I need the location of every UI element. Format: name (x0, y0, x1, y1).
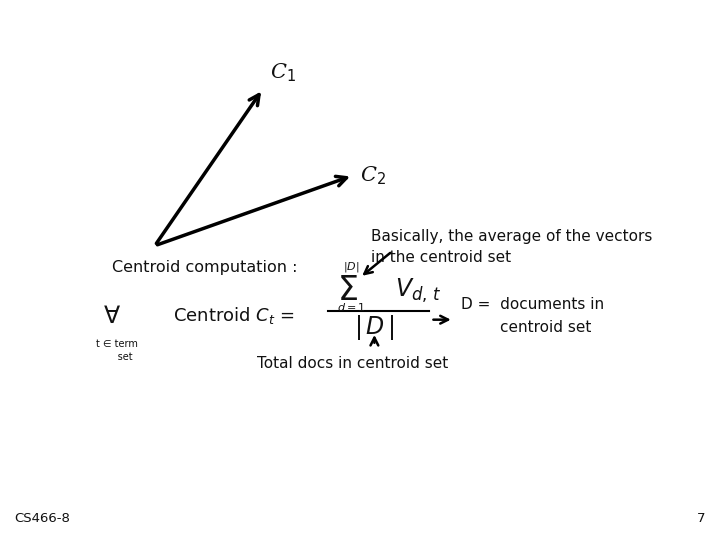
Text: $|\,D\,|$: $|\,D\,|$ (354, 313, 395, 342)
Text: C$_1$: C$_1$ (270, 61, 296, 84)
Text: $\Sigma$: $\Sigma$ (337, 274, 357, 307)
Text: $V_{d,\,t}$: $V_{d,\,t}$ (395, 276, 441, 305)
Text: CS466-8: CS466-8 (14, 512, 71, 525)
Text: C$_2$: C$_2$ (360, 164, 386, 187)
Text: t ∈ term
     set: t ∈ term set (96, 339, 138, 361)
Text: Centroid computation :: Centroid computation : (112, 260, 297, 275)
Text: D =  documents in
        centroid set: D = documents in centroid set (461, 298, 604, 334)
Text: $|D|$: $|D|$ (343, 260, 360, 274)
Text: $\forall$: $\forall$ (103, 304, 120, 328)
Text: Centroid $C_t$ =: Centroid $C_t$ = (173, 306, 294, 326)
Text: Total docs in centroid set: Total docs in centroid set (257, 356, 449, 372)
Text: $d{=}1$: $d{=}1$ (337, 301, 366, 313)
Text: Basically, the average of the vectors
in the centroid set: Basically, the average of the vectors in… (371, 230, 652, 266)
Text: 7: 7 (697, 512, 706, 525)
